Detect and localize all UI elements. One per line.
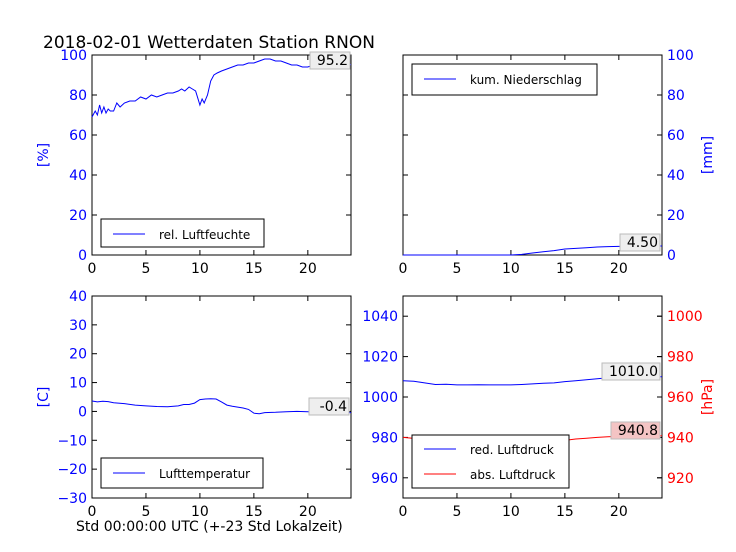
y-tick-label: 20 bbox=[69, 208, 87, 224]
x-tick-label: 20 bbox=[299, 504, 317, 520]
y-tick-label: 100 bbox=[667, 48, 694, 64]
panel-4: 0 5 10 15 20 960 980 1000 1020 1040 920 940 960 980 10… bbox=[362, 295, 716, 520]
x-tick-label: 5 bbox=[452, 261, 461, 277]
y-tick-label-secondary: 960 bbox=[667, 390, 694, 406]
legend-label: red. Luftdruck bbox=[470, 443, 554, 457]
y-tick-label: 80 bbox=[667, 88, 685, 104]
y-axis-label: [hPa] bbox=[700, 379, 716, 415]
panel-3: 0 5 10 15 20 −30 −20 −10 0 10 20 30 40 [C] -0.4 Lufttem… bbox=[36, 289, 352, 520]
value-box-text: 1010.0 bbox=[609, 364, 658, 380]
y-tick-label: 60 bbox=[69, 128, 87, 144]
legend-box bbox=[100, 218, 265, 248]
x-tick-label: 15 bbox=[245, 261, 263, 277]
y-axis-label: [C] bbox=[36, 387, 52, 408]
legend: Lufttemperatur bbox=[100, 457, 264, 489]
y-tick-label: 30 bbox=[69, 318, 87, 334]
y-axis-label: [%] bbox=[36, 143, 52, 167]
x-tick-label: 15 bbox=[245, 504, 263, 520]
x-tick-label: 0 bbox=[88, 261, 97, 277]
legend: rel. Luftfeuchte bbox=[100, 218, 265, 248]
y-tick-label: 0 bbox=[78, 404, 87, 420]
figure-title: 2018-02-01 Wetterdaten Station RNON bbox=[43, 33, 375, 53]
y-tick-label: −10 bbox=[57, 433, 87, 449]
y-tick-label: 80 bbox=[69, 88, 87, 104]
legend: red. Luftdruck abs. Luftdruck bbox=[411, 434, 570, 489]
legend-label: rel. Luftfeuchte bbox=[159, 228, 250, 242]
y-axis-label: [mm] bbox=[700, 136, 716, 174]
x-tick-label: 10 bbox=[191, 504, 209, 520]
value-box-text: 940.8 bbox=[618, 423, 658, 439]
value-box bbox=[308, 397, 350, 416]
x-axis-label: Std 00:00:00 UTC (+-23 Std Lokalzeit) bbox=[76, 519, 343, 535]
x-tick-label: 15 bbox=[556, 504, 574, 520]
x-tick-label: 0 bbox=[399, 504, 408, 520]
legend-box bbox=[411, 434, 570, 489]
y-tick-label: 1020 bbox=[362, 350, 398, 366]
y-tick-label: 1040 bbox=[362, 309, 398, 325]
y-tick-label: −30 bbox=[57, 491, 87, 507]
value-box-text: 95.2 bbox=[317, 53, 348, 69]
x-tick-label: 20 bbox=[299, 261, 317, 277]
value-box bbox=[610, 421, 661, 440]
x-tick-label: 5 bbox=[141, 504, 150, 520]
y-tick-label-secondary: 980 bbox=[667, 350, 694, 366]
series-line bbox=[91, 58, 352, 118]
value-box bbox=[309, 51, 351, 70]
x-tick-label: 0 bbox=[88, 504, 97, 520]
plot-frame bbox=[91, 295, 352, 499]
y-tick-label: 20 bbox=[69, 347, 87, 363]
plot-frame bbox=[91, 54, 352, 256]
panel-2: 0 5 10 15 20 0 20 40 60 80 100 [mm] 4.50 kum. Nieders… bbox=[399, 48, 716, 277]
value-box bbox=[619, 233, 661, 252]
y-tick-label: 0 bbox=[78, 248, 87, 264]
value-box-text: -0.4 bbox=[320, 399, 347, 415]
y-tick-label: 40 bbox=[69, 289, 87, 305]
series-line bbox=[91, 398, 351, 415]
x-tick-label: 0 bbox=[399, 261, 408, 277]
plot-frame bbox=[402, 54, 663, 256]
legend-label: Lufttemperatur bbox=[159, 467, 250, 481]
x-tick-label: 20 bbox=[610, 261, 628, 277]
y-tick-label: 60 bbox=[667, 128, 685, 144]
y-tick-label: 1000 bbox=[362, 390, 398, 406]
x-tick-label: 5 bbox=[452, 504, 461, 520]
x-tick-label: 5 bbox=[141, 261, 150, 277]
x-tick-label: 10 bbox=[502, 504, 520, 520]
y-tick-label: 10 bbox=[69, 376, 87, 392]
y-tick-label: 980 bbox=[371, 430, 398, 446]
y-tick-label: 40 bbox=[69, 168, 87, 184]
y-tick-label: 960 bbox=[371, 471, 398, 487]
y-tick-label: −20 bbox=[57, 462, 87, 478]
y-tick-label: 40 bbox=[667, 168, 685, 184]
y-tick-label-secondary: 1000 bbox=[667, 309, 703, 325]
x-tick-label: 20 bbox=[610, 504, 628, 520]
y-tick-label: 100 bbox=[60, 48, 87, 64]
legend-label: kum. Niederschlag bbox=[470, 73, 582, 87]
legend-label: abs. Luftdruck bbox=[470, 468, 555, 482]
x-tick-label: 10 bbox=[502, 261, 520, 277]
y-tick-label: 0 bbox=[667, 248, 676, 264]
value-box bbox=[601, 362, 661, 381]
y-tick-label: 20 bbox=[667, 208, 685, 224]
value-box-text: 4.50 bbox=[627, 235, 658, 251]
legend: kum. Niederschlag bbox=[411, 63, 598, 96]
x-tick-label: 10 bbox=[191, 261, 209, 277]
y-tick-label-secondary: 920 bbox=[667, 471, 694, 487]
y-tick-label-secondary: 940 bbox=[667, 430, 694, 446]
x-tick-label: 15 bbox=[556, 261, 574, 277]
panel-1: 0 5 10 15 20 0 20 40 60 80 100 [%] 95.2 rel. Luftfeuc… bbox=[36, 48, 352, 277]
